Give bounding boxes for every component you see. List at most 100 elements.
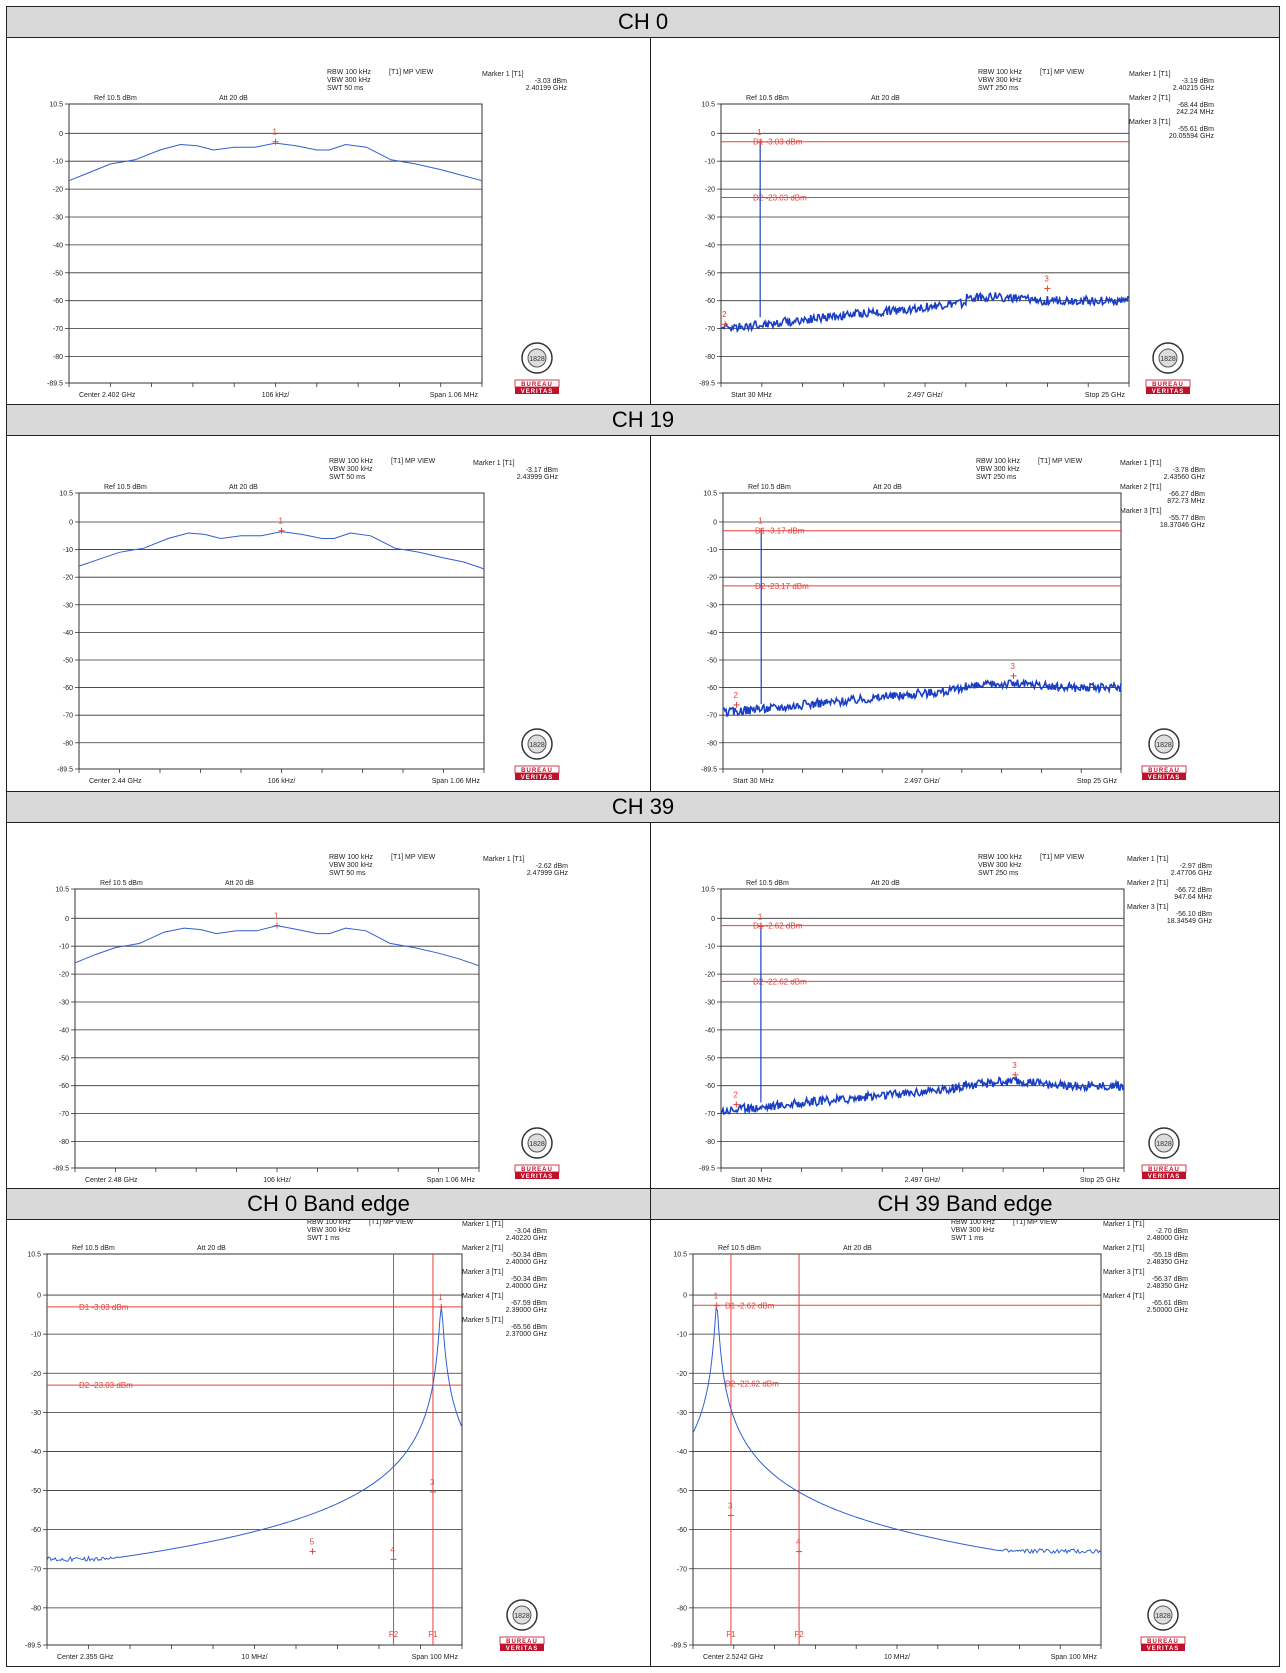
- logo-seal-inner: [527, 348, 547, 368]
- y-tick-label: -40: [63, 630, 73, 637]
- y-tick-label: 0: [711, 916, 715, 923]
- y-tick-label: -60: [59, 1083, 69, 1090]
- trace-mode-label: [T1] MP VIEW: [369, 1220, 414, 1226]
- trace-line: [692, 1306, 1102, 1555]
- marker-list-label: Marker 1 [T1]: [473, 460, 515, 467]
- y-tick-label: -20: [705, 972, 715, 979]
- y-tick-label: -20: [707, 575, 717, 582]
- marker-list-label: Marker 3 [T1]: [1103, 1269, 1145, 1276]
- y-tick-label: -80: [31, 1605, 41, 1612]
- x-axis-end-label: Stop 25 GHz: [1077, 778, 1118, 785]
- marker-number: 1: [273, 128, 278, 137]
- y-tick-label: -40: [53, 242, 63, 249]
- logo-year: 1828: [1155, 1613, 1171, 1620]
- y-tick-label: 10.5: [49, 102, 63, 109]
- y-tick-label: -30: [31, 1410, 41, 1417]
- logo-seal-inner: [1154, 1133, 1174, 1153]
- marker-list-freq: 2.47706 GHz: [1171, 870, 1213, 877]
- marker-list-freq: 2.40000 GHz: [506, 1259, 548, 1266]
- display-line-label: D2 -22.62 dBm: [753, 977, 807, 986]
- y-tick-label: -50: [707, 657, 717, 664]
- logo-year: 1828: [529, 1141, 545, 1148]
- x-axis-start-label: Start 30 MHz: [733, 778, 774, 785]
- ref-level-label: Ref 10.5 dBm: [94, 95, 137, 102]
- y-tick-label: 10.5: [673, 1252, 687, 1259]
- logo-veritas: VERITAS: [1147, 1646, 1180, 1652]
- y-tick-label: -10: [677, 1332, 687, 1339]
- y-tick-label: -50: [705, 270, 715, 277]
- x-axis-start-label: Center 2.44 GHz: [89, 778, 142, 785]
- y-tick-label: -60: [31, 1527, 41, 1534]
- logo-seal-inner: [512, 1605, 532, 1625]
- logo-seal-inner: [1158, 348, 1178, 368]
- vbw-label: VBW 300 kHz: [978, 77, 1022, 84]
- y-tick-label: -80: [59, 1139, 69, 1146]
- y-tick-label: 0: [69, 519, 73, 526]
- rbw-label: RBW 100 kHz: [307, 1220, 351, 1226]
- display-line-label: D1 -2.62 dBm: [725, 1301, 775, 1310]
- y-tick-label: 10.5: [55, 887, 69, 894]
- marker-list-value: -3.03 dBm: [535, 78, 567, 85]
- row-title-ch39-band-edge: CH 39 Band edge: [651, 1189, 1279, 1220]
- marker-list-freq: 947.64 MHz: [1174, 894, 1212, 901]
- x-axis-division-label: 106 kHz/: [263, 1177, 291, 1184]
- frequency-line-label: F2: [389, 1630, 399, 1639]
- logo-bureau: BUREAU: [1147, 1639, 1179, 1645]
- marker-list-label: Marker 2 [T1]: [1127, 880, 1169, 887]
- marker-list-value: -67.59 dBm: [511, 1300, 547, 1307]
- marker-list-label: Marker 1 [T1]: [1127, 856, 1169, 863]
- vbw-label: VBW 300 kHz: [976, 466, 1020, 473]
- logo-band-bottom: [1146, 387, 1190, 394]
- swt-label: SWT 250 ms: [978, 85, 1019, 92]
- logo-year: 1828: [514, 1613, 530, 1620]
- marker-list-freq: 2.37000 GHz: [506, 1331, 548, 1338]
- x-axis-division-label: 2.497 GHz/: [904, 778, 939, 785]
- y-tick-label: 0: [713, 519, 717, 526]
- marker-list-value: -65.61 dBm: [1152, 1300, 1188, 1307]
- logo-seal-inner: [527, 734, 547, 754]
- marker-list-label: Marker 3 [T1]: [1129, 119, 1171, 126]
- plot-frame: [74, 888, 480, 1169]
- marker-list-freq: 2.48000 GHz: [1147, 1235, 1189, 1242]
- logo-veritas: VERITAS: [1152, 389, 1185, 395]
- vbw-label: VBW 300 kHz: [951, 1227, 995, 1234]
- trace-noise: [722, 678, 1122, 718]
- marker-list-label: Marker 3 [T1]: [1127, 904, 1169, 911]
- vbw-label: VBW 300 kHz: [329, 466, 373, 473]
- marker-number: 2: [733, 1090, 738, 1099]
- y-tick-label: -20: [63, 575, 73, 582]
- frequency-line-label: F1: [726, 1630, 736, 1639]
- logo-veritas: VERITAS: [521, 389, 554, 395]
- row-ch0: RBW 100 kHz VBW 300 kHz SWT 50 ms [T1] MP V…: [7, 38, 1279, 405]
- logo-year: 1828: [1156, 1141, 1172, 1148]
- x-axis-start-label: Center 2.5242 GHz: [703, 1654, 764, 1661]
- row-title-ch39: CH 39: [7, 792, 1279, 823]
- y-tick-label: 10.5: [703, 491, 717, 498]
- report-table: CH 0 RBW 100 kHz VBW 300 kHz SWT 50 ms [T1]…: [6, 6, 1280, 1667]
- marker-number: 1: [757, 128, 762, 137]
- logo-bureau: BUREAU: [521, 1167, 553, 1173]
- swt-label: SWT 50 ms: [327, 85, 364, 92]
- y-tick-label: -10: [59, 944, 69, 951]
- y-tick-label: 10.5: [59, 491, 73, 498]
- marker-list-freq: 2.48350 GHz: [1147, 1259, 1189, 1266]
- marker-list-freq: 2.40199 GHz: [526, 85, 568, 92]
- marker-list-value: -50.34 dBm: [511, 1276, 547, 1283]
- y-tick-label: -70: [705, 326, 715, 333]
- x-axis-end-label: Span 1.06 MHz: [430, 392, 479, 399]
- swt-label: SWT 1 ms: [951, 1235, 984, 1242]
- y-tick-label: -50: [677, 1488, 687, 1495]
- logo-bureau: BUREAU: [506, 1639, 538, 1645]
- display-line-label: D1 -3.03 dBm: [79, 1303, 129, 1312]
- y-tick-label: -20: [677, 1371, 687, 1378]
- attenuation-label: Att 20 dB: [871, 95, 900, 102]
- y-tick-label: -89.5: [699, 1166, 715, 1173]
- y-tick-label: -40: [707, 630, 717, 637]
- x-axis-end-label: Span 1.06 MHz: [432, 778, 481, 785]
- marker-number: 1: [714, 1292, 719, 1301]
- y-tick-label: -80: [53, 354, 63, 361]
